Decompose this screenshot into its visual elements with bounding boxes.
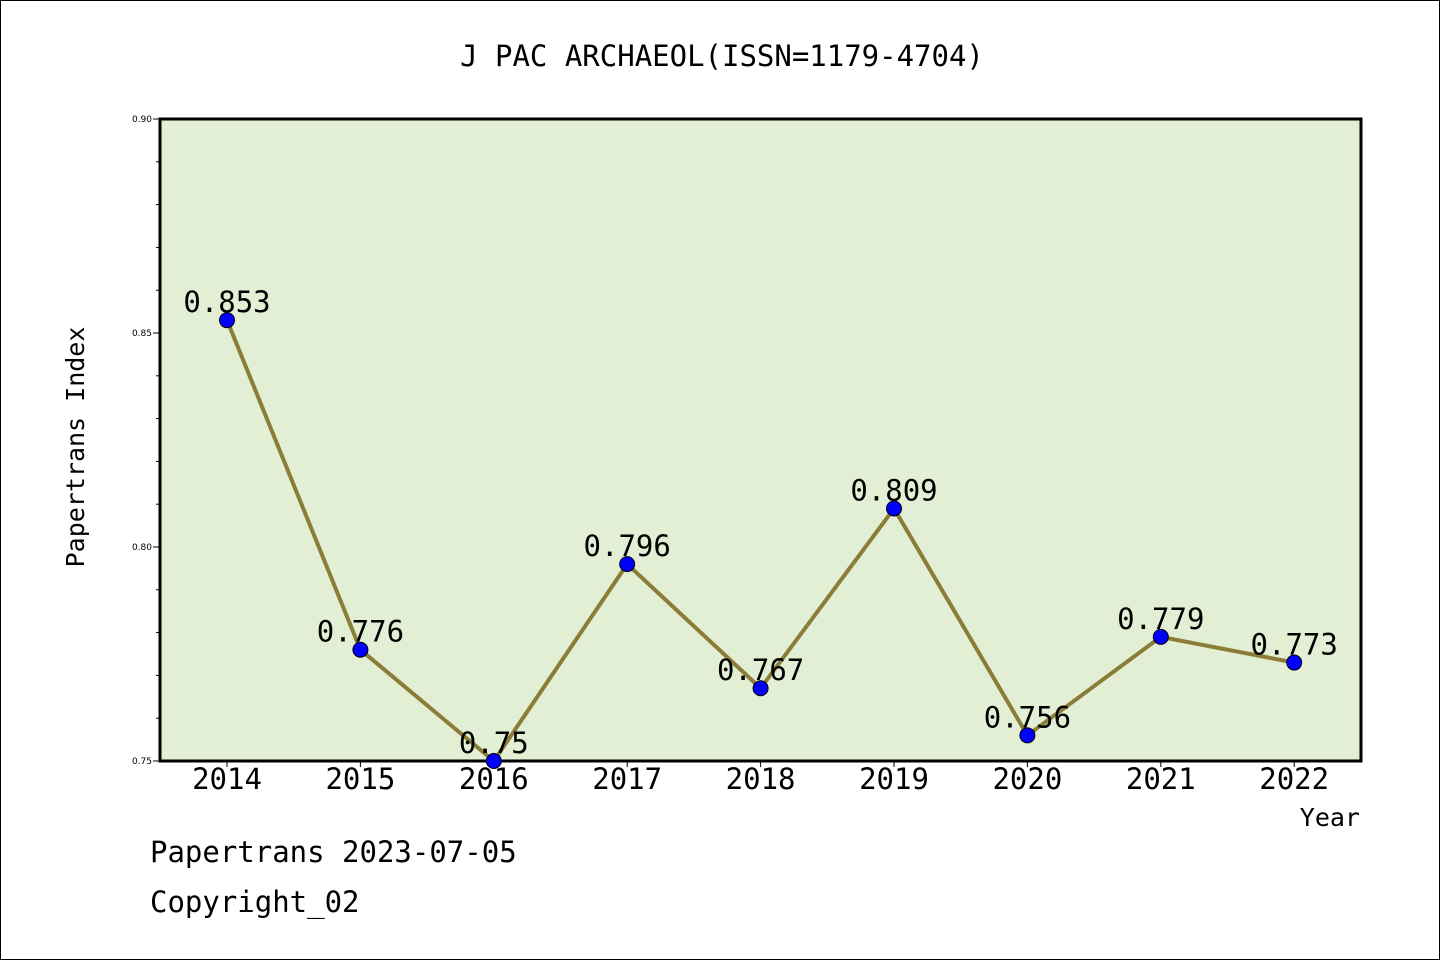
x-tick-label: 2022	[1259, 762, 1329, 796]
x-tick-label: 2015	[325, 762, 395, 796]
data-label: 0.75	[459, 726, 529, 760]
y-tick-label: 0.85	[132, 329, 152, 339]
data-labels: 0.853 0.776 0.75 0.796 0.767 0.809 0.756 0.779 0…	[183, 285, 1338, 760]
data-point	[752, 680, 769, 697]
y-axis-label: Papertrans Index	[61, 327, 90, 568]
data-point	[219, 312, 235, 329]
x-tick-label: 2018	[726, 762, 796, 796]
data-point	[1019, 727, 1036, 744]
x-tick-label: 2019	[859, 762, 929, 796]
data-label: 0.853	[183, 285, 270, 319]
data-label: 0.809	[850, 473, 937, 507]
data-point	[619, 556, 636, 573]
data-point	[1152, 628, 1169, 645]
x-axis-label: Year	[1300, 803, 1360, 832]
data-label: 0.773	[1251, 628, 1338, 662]
chart-title: J PAC ARCHAEOL(ISSN=1179-4704)	[460, 39, 984, 73]
data-point	[886, 500, 902, 517]
y-tick-label: 0.80	[132, 543, 152, 553]
x-tick-label: 2020	[992, 762, 1062, 796]
x-tick-label: 2017	[592, 762, 662, 796]
data-point	[352, 641, 369, 658]
data-markers	[219, 312, 1303, 769]
data-label: 0.796	[584, 529, 671, 563]
data-label: 0.767	[717, 653, 804, 687]
x-tick-label: 2021	[1126, 762, 1196, 796]
data-label: 0.776	[317, 615, 404, 649]
x-tick-label: 2014	[192, 762, 262, 796]
data-point	[1286, 654, 1303, 671]
y-tick-label: 0.75	[132, 757, 152, 767]
footer-date: Papertrans 2023-07-05	[150, 835, 517, 869]
y-tick-label: 0.90	[132, 115, 152, 125]
data-label: 0.779	[1117, 602, 1204, 636]
data-point	[485, 753, 502, 769]
x-axis-ticks: 2014 2015 2016 2017 2018 2019 2020 2021 2022	[192, 761, 1329, 796]
y-axis-ticks: 0.75 0.80 0.85 0.90	[132, 115, 160, 767]
data-label: 0.756	[984, 700, 1071, 734]
footer-copyright: Copyright_02	[150, 885, 360, 919]
